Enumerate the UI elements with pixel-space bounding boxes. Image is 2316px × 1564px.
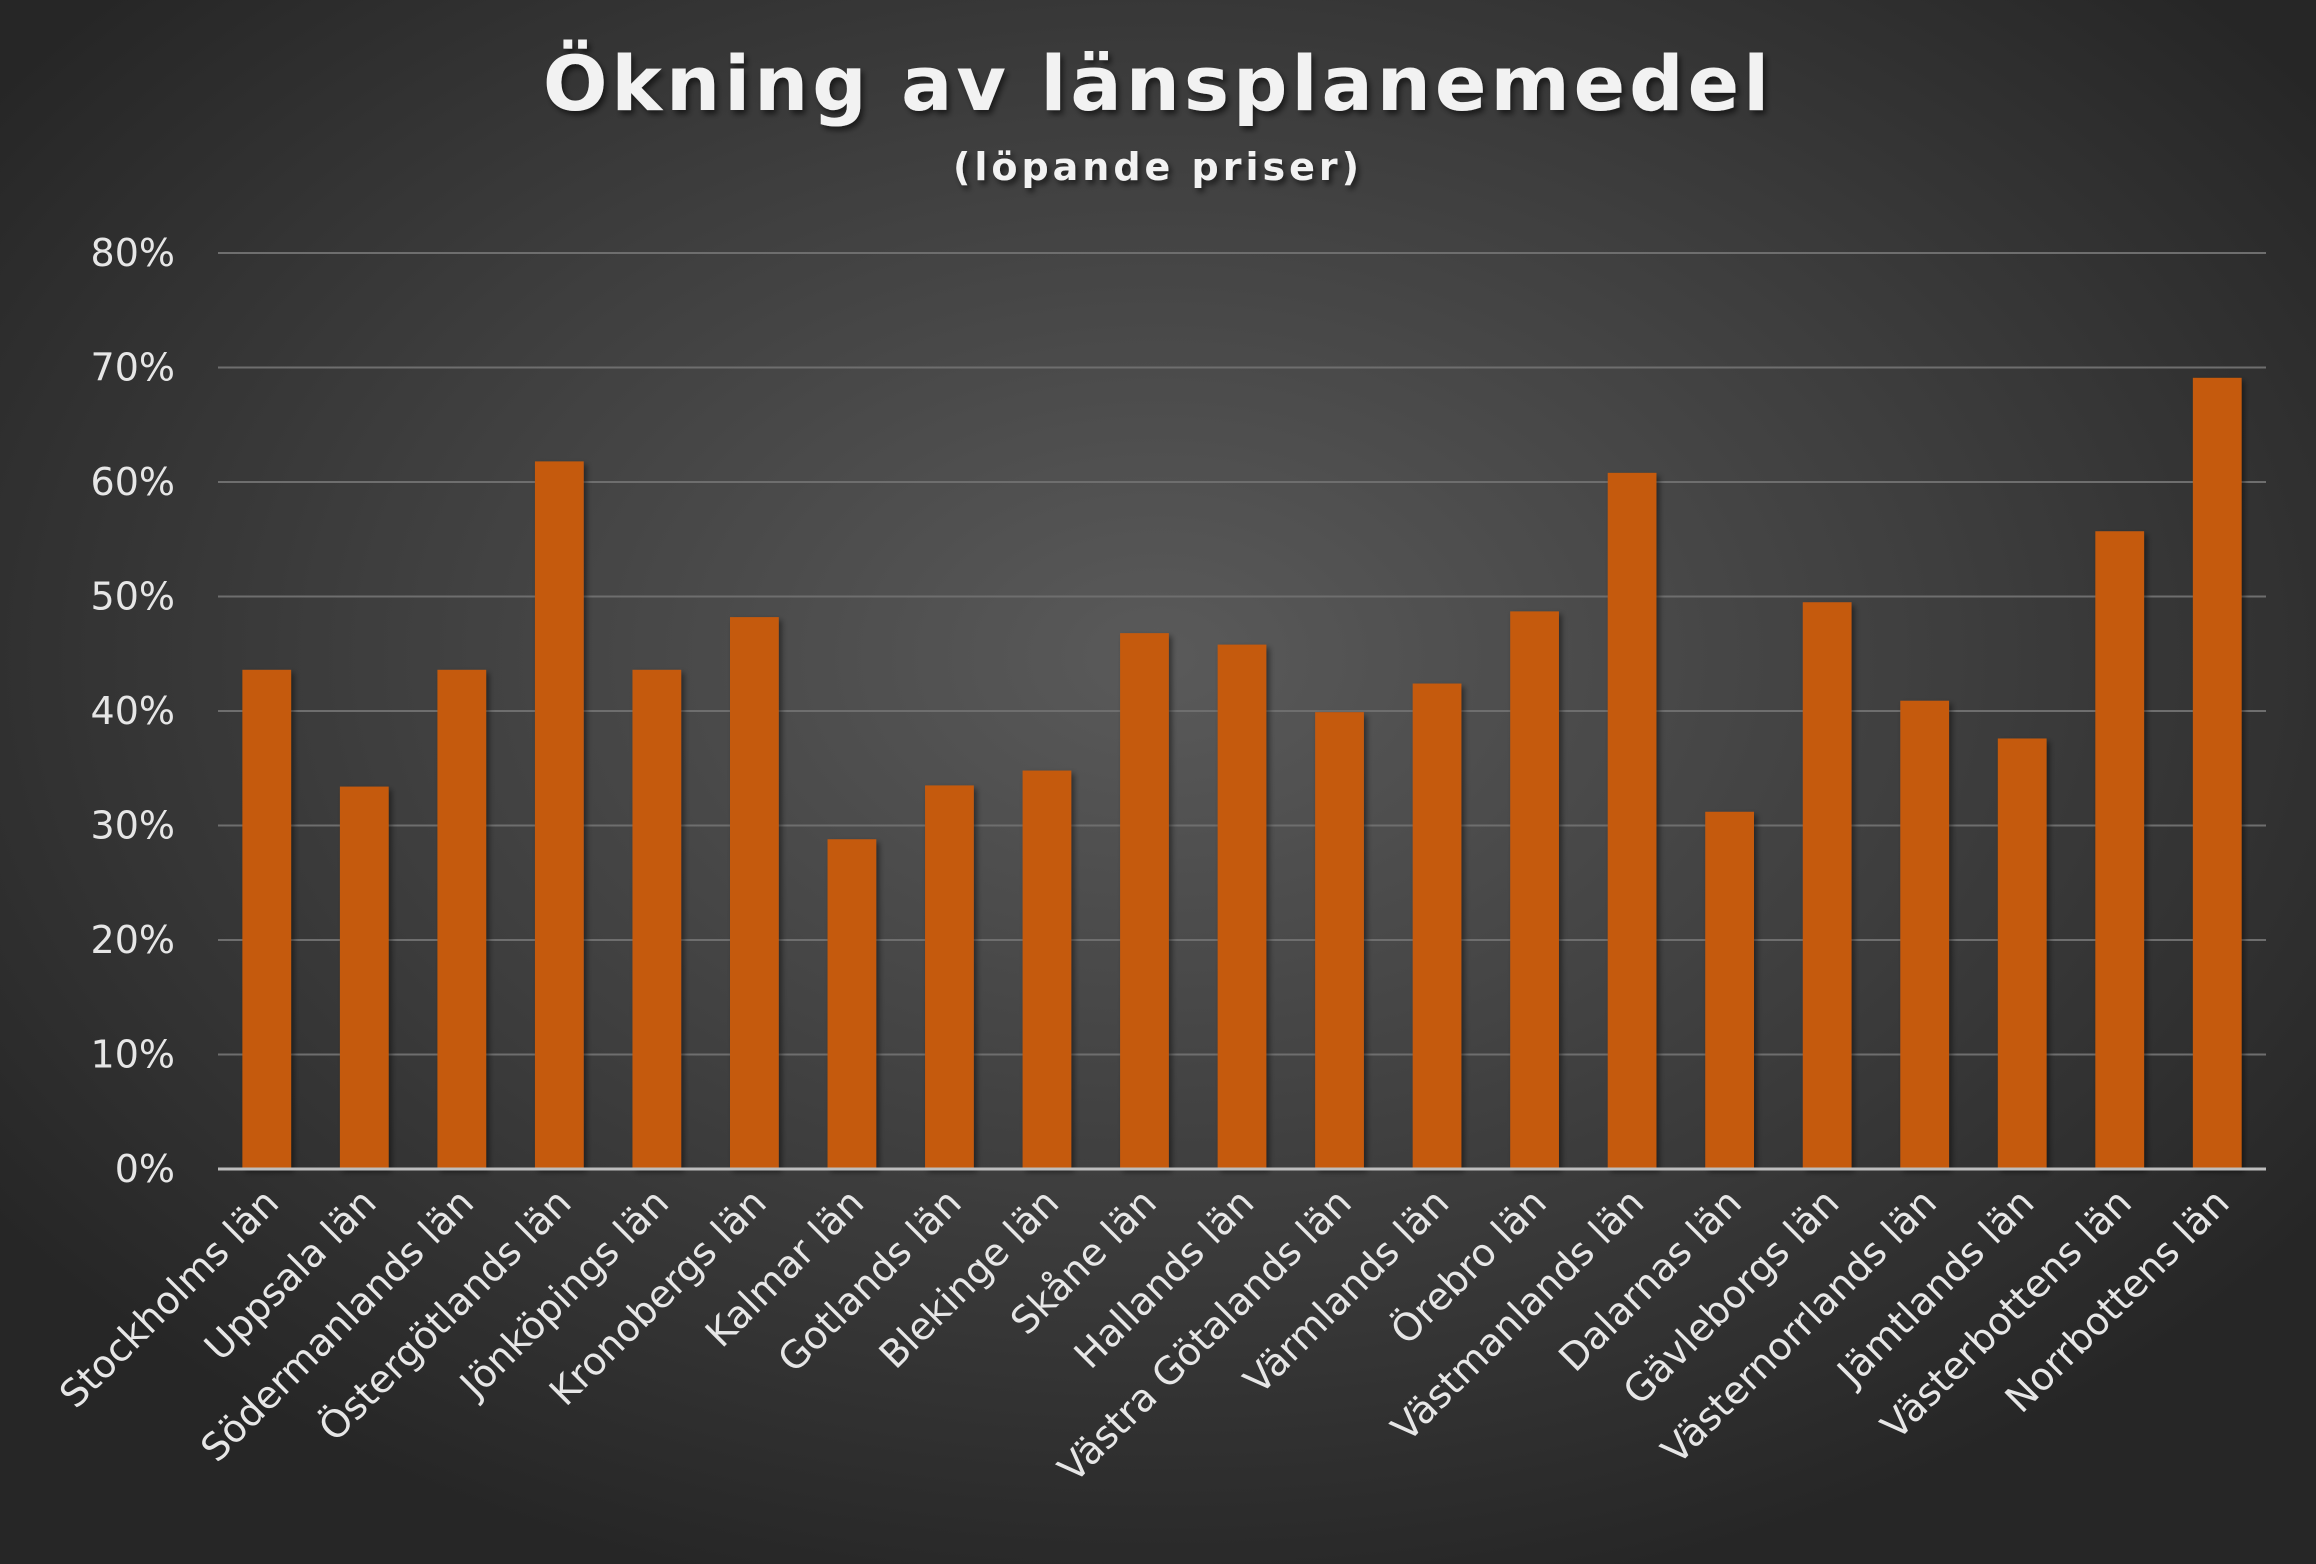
- y-tick-label: 60%: [91, 460, 175, 504]
- y-tick-label: 10%: [91, 1033, 175, 1077]
- bar: [730, 617, 779, 1169]
- bar: [1997, 738, 2047, 1169]
- y-tick-label: 50%: [91, 575, 175, 619]
- chart-subtitle: (löpande priser): [953, 145, 1363, 189]
- bar: [1900, 700, 1950, 1169]
- bar: [1802, 602, 1852, 1169]
- y-tick-label: 20%: [91, 918, 175, 962]
- bar: [437, 669, 487, 1169]
- bar: [1510, 611, 1559, 1169]
- y-axis: 0% 10% 20% 30% 40% 50% 60% 70% 80%: [91, 231, 175, 1191]
- y-tick-label: 30%: [91, 804, 175, 848]
- bar: [2192, 377, 2242, 1169]
- bar: [925, 785, 974, 1169]
- bar: [632, 669, 682, 1169]
- y-tick-label: 40%: [91, 689, 175, 733]
- bar: [534, 461, 584, 1169]
- bar: [1705, 811, 1754, 1169]
- bar: [1607, 472, 1657, 1170]
- bar: [2095, 531, 2145, 1169]
- y-tick-label: 70%: [91, 346, 175, 390]
- bar: [1217, 644, 1267, 1169]
- bar: [242, 669, 292, 1169]
- bar: [1120, 633, 1169, 1169]
- bar: [827, 839, 877, 1169]
- bar: [1315, 712, 1364, 1169]
- bar: [339, 786, 389, 1169]
- y-tick-label: 80%: [91, 231, 175, 275]
- bar: [1022, 770, 1072, 1169]
- chart-title: Ökning av länsplanemedel: [543, 38, 1773, 128]
- bar: [1412, 683, 1462, 1169]
- y-tick-label: 0%: [115, 1147, 175, 1191]
- bars: [242, 377, 2242, 1170]
